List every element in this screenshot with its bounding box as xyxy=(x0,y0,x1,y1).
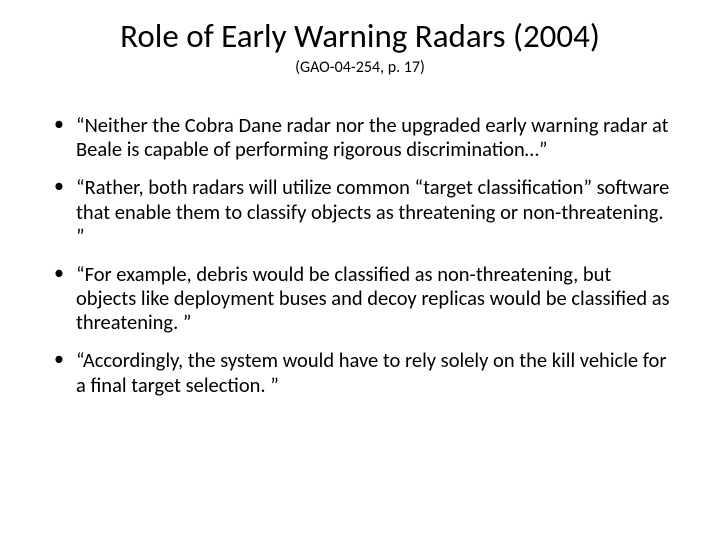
bullet-item: “Neither the Cobra Dane radar nor the up… xyxy=(76,113,672,161)
bullet-item: “Rather, both radars will utilize common… xyxy=(76,175,672,248)
bullet-item: “Accordingly, the system would have to r… xyxy=(76,348,672,396)
bullet-list: “Neither the Cobra Dane radar nor the up… xyxy=(48,113,672,397)
slide-subtitle: (GAO-04-254, p. 17) xyxy=(48,58,672,77)
bullet-item: “For example, debris would be classified… xyxy=(76,262,672,335)
slide-title: Role of Early Warning Radars (2004) xyxy=(48,18,672,56)
slide: Role of Early Warning Radars (2004) (GAO… xyxy=(0,0,720,540)
